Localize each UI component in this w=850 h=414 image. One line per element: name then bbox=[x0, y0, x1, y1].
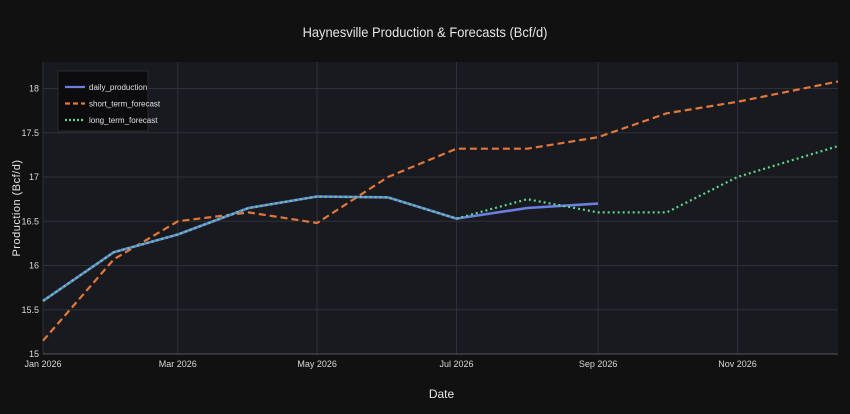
y-tick-label: 15 bbox=[29, 349, 39, 359]
x-tick-label: Nov 2026 bbox=[718, 359, 757, 369]
legend-label: short_term_forecast bbox=[89, 100, 161, 109]
x-tick-label: Jul 2026 bbox=[439, 359, 473, 369]
y-tick-label: 16.5 bbox=[21, 216, 39, 226]
y-tick-label: 17 bbox=[29, 172, 39, 182]
y-axis-label: Production (Bcf/d) bbox=[11, 159, 23, 257]
y-tick-label: 17.5 bbox=[21, 128, 39, 138]
x-axis-label: Date bbox=[428, 387, 455, 401]
legend-label: daily_production bbox=[89, 83, 147, 92]
series-line-daily-production bbox=[42, 195, 599, 302]
x-tick-label: Jan 2026 bbox=[24, 359, 61, 369]
legend-label: long_term_forecast bbox=[89, 116, 158, 125]
y-tick-label: 18 bbox=[29, 84, 39, 94]
series-line-short-term-forecast bbox=[42, 80, 839, 342]
chart-title: Haynesville Production & Forecasts (Bcf/… bbox=[302, 24, 548, 40]
plot-area bbox=[43, 62, 838, 354]
x-tick-label: May 2026 bbox=[297, 359, 337, 369]
x-tick-label: Mar 2026 bbox=[159, 359, 197, 369]
x-tick-label: Sep 2026 bbox=[579, 359, 618, 369]
y-tick-label: 16 bbox=[29, 261, 39, 271]
y-tick-label: 15.5 bbox=[21, 305, 39, 315]
series-line-long-term-forecast bbox=[42, 145, 839, 302]
